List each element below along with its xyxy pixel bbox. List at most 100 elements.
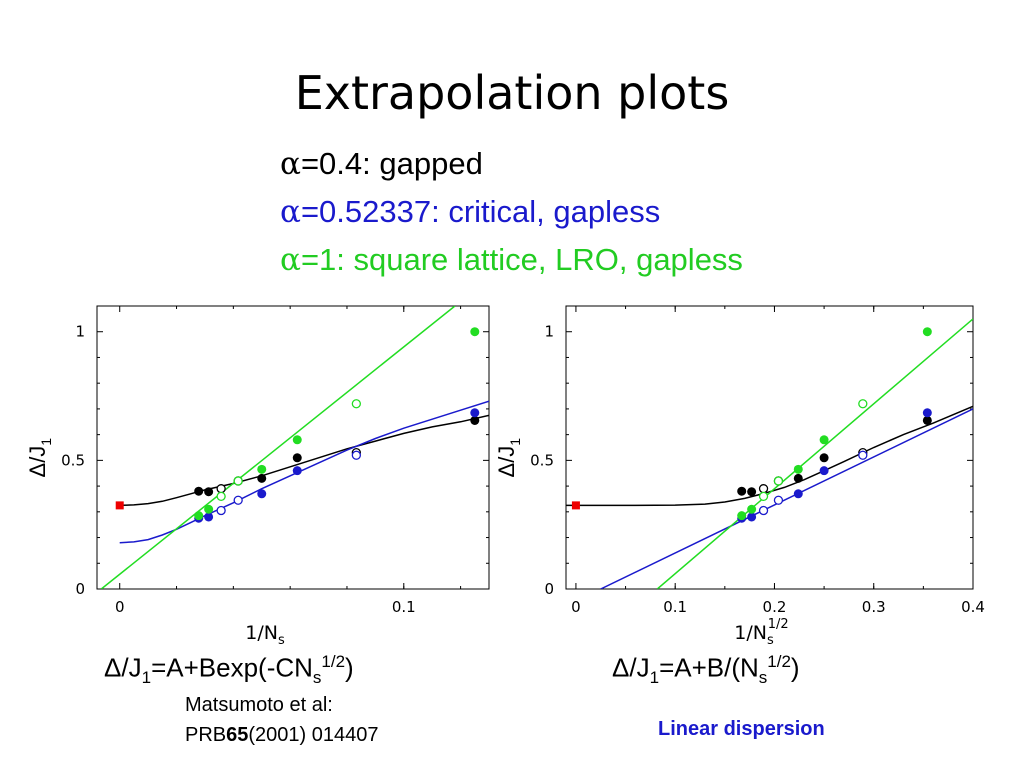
data-point-red	[571, 501, 580, 510]
y-axis-label-sub: 1	[507, 438, 523, 446]
alpha-symbol: α	[280, 146, 301, 182]
data-point-red	[115, 501, 124, 510]
data-point-black-open	[758, 484, 769, 494]
fit-curves	[566, 318, 973, 589]
x-tick-label: 0.1	[663, 598, 687, 616]
reference-journal: PRB65(2001) 014407	[185, 724, 379, 746]
plot-frame	[565, 305, 974, 590]
data-point-green-open	[233, 476, 243, 486]
alpha-symbol: α	[280, 242, 301, 278]
formula-left: Δ/J1=A+Bexp(-CNs1/2)	[104, 652, 354, 687]
linear-dispersion-note: Linear dispersion	[658, 718, 825, 740]
chart-1: 00.510 0.1Δ/J11/Ns	[25, 305, 490, 648]
data-point-blue-open	[233, 495, 243, 505]
fit-curve-green	[100, 306, 456, 589]
fit-curve-blue	[119, 400, 489, 544]
data-point-black-open	[216, 484, 226, 494]
data-point-green	[204, 504, 214, 514]
legend-text: =1: square lattice, LRO, gapless	[300, 242, 743, 277]
x-tick-label: 0.2	[763, 598, 787, 616]
reference-authors: Matsumoto et al:	[185, 694, 333, 716]
data-point-blue-open	[351, 450, 361, 460]
x-axis-label-text: 1/N	[734, 622, 767, 644]
data-point-green	[793, 464, 803, 474]
data-point-blue	[470, 408, 480, 418]
data-point-blue	[292, 466, 302, 476]
x-axis-label-sub: s	[767, 633, 774, 648]
formula-right: Δ/J1=A+B/(Ns1/2)	[612, 652, 800, 687]
data-point-green	[257, 464, 267, 474]
legend-text: =0.4: gapped	[300, 146, 483, 181]
data-point-blue	[747, 512, 757, 522]
data-point-blue	[819, 466, 829, 476]
data-point-black	[292, 453, 302, 463]
legend-item-critical: α=0.52337: critical, gapless	[280, 188, 743, 236]
data-point-black	[204, 487, 214, 497]
data-point-green	[747, 504, 757, 514]
y-axis-label-text: Δ/J	[494, 446, 519, 478]
data-point-blue-open	[758, 505, 769, 516]
data-point-blue	[257, 489, 267, 499]
x-tick-label: 0.1	[392, 598, 416, 616]
y-tick-label: 1	[544, 323, 554, 341]
data-point-blue	[793, 489, 803, 499]
x-axis-label-text: 1/N	[245, 622, 278, 644]
fit-curve-black	[116, 414, 489, 507]
fit-curve-blue	[600, 408, 973, 589]
data-point-blue	[922, 408, 932, 418]
y-axis-label: Δ/J1	[494, 438, 523, 478]
data-point-black	[194, 486, 204, 496]
data-point-black	[819, 453, 829, 463]
y-tick-label: 0.5	[61, 451, 85, 469]
data-point-green	[737, 511, 747, 521]
x-tick-label: 0	[115, 598, 125, 616]
fit-curve-black	[566, 405, 973, 507]
legend-item-square-lattice: α=1: square lattice, LRO, gapless	[280, 236, 743, 284]
data-point-green	[470, 327, 480, 337]
data-point-green	[922, 327, 932, 337]
legend-text: =0.52337: critical, gapless	[300, 194, 661, 229]
data-point-green	[819, 435, 829, 445]
legend: α=0.4: gapped α=0.52337: critical, gaple…	[280, 140, 743, 284]
data-point-black	[793, 473, 803, 483]
data-point-black	[747, 487, 757, 497]
data-point-black	[737, 486, 747, 496]
x-axis-label-sup: 1/2	[768, 617, 789, 632]
data-point-green	[292, 435, 302, 445]
data-point-black	[257, 473, 267, 483]
data-point-green-open	[858, 399, 868, 409]
y-tick-label: 0	[75, 580, 85, 598]
data-point-green	[194, 511, 204, 521]
data-point-blue-open	[858, 450, 868, 460]
data-point-black	[470, 415, 480, 425]
page-title: Extrapolation plots	[294, 66, 730, 120]
x-tick-label: 0	[571, 598, 581, 616]
data-point-green-open	[351, 399, 361, 409]
y-tick-label: 0.5	[530, 451, 554, 469]
x-tick-label: 0.3	[862, 598, 886, 616]
chart-2: 00.510 0.1 0.2 0.3 0.4Δ/J11/Ns1/2	[494, 305, 985, 648]
data-point-blue	[204, 512, 214, 522]
y-axis-label: Δ/J1	[25, 438, 54, 478]
data-point-green-open	[216, 491, 226, 502]
data-point-black	[922, 415, 932, 425]
y-axis-label-sub: 1	[38, 438, 54, 446]
data-point-green-open	[758, 491, 769, 502]
plot-frame	[96, 305, 490, 590]
fit-curves	[100, 306, 489, 589]
data-point-blue-open	[216, 505, 226, 516]
x-tick-label: 0.4	[961, 598, 985, 616]
data-point-blue-open	[773, 495, 784, 505]
x-axis-label-sub: s	[278, 633, 285, 648]
x-axis-label: 1/Ns	[245, 622, 285, 648]
reference: Matsumoto et al: PRB65(2001) 014407	[185, 690, 378, 750]
legend-item-gapped: α=0.4: gapped	[280, 140, 743, 188]
x-axis-label: 1/Ns1/2	[734, 617, 788, 648]
alpha-symbol: α	[280, 194, 301, 230]
y-tick-label: 1	[75, 323, 85, 341]
fit-curve-green	[656, 318, 973, 589]
y-tick-label: 0	[544, 580, 554, 598]
y-axis-label-text: Δ/J	[25, 446, 50, 478]
data-point-green-open	[773, 476, 784, 486]
